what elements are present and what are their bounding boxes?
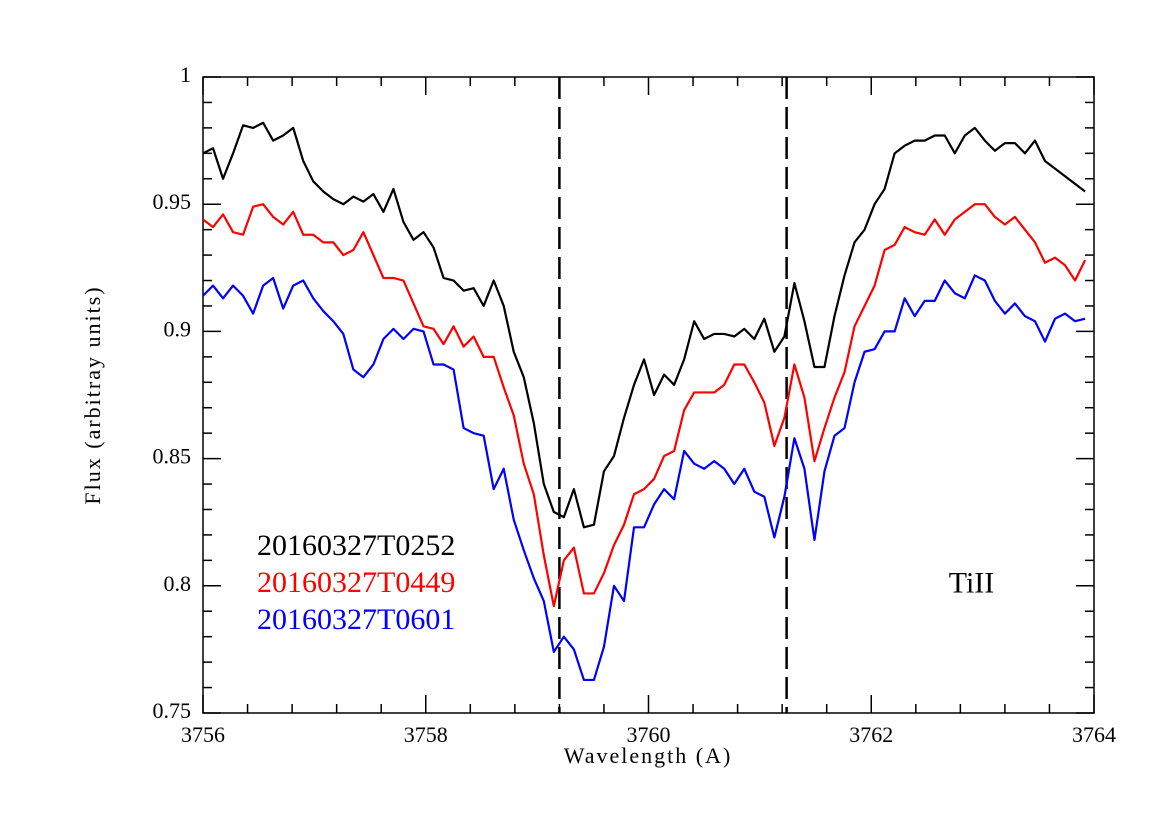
y-tick-label: 1 xyxy=(180,62,191,87)
legend-entry: 20160327T0601 xyxy=(257,603,455,636)
series-line xyxy=(202,203,1087,608)
plot-frame xyxy=(202,76,1095,714)
annotation: TiII xyxy=(949,567,995,600)
y-tick-label: 0.8 xyxy=(164,571,192,596)
series-line xyxy=(202,121,1086,529)
y-tick-label: 0.95 xyxy=(153,189,192,214)
x-axis-label: Wavelength (A) xyxy=(564,743,733,768)
y-tick-label: 0.9 xyxy=(164,316,192,341)
x-tick-label: 3758 xyxy=(404,722,448,747)
x-tick-label: 3760 xyxy=(627,722,671,747)
legend-entry: 20160327T0449 xyxy=(257,566,455,599)
x-tick-label: 3762 xyxy=(849,722,893,747)
x-tick-label: 3764 xyxy=(1072,722,1116,747)
y-axis-label: Flux (arbitray units) xyxy=(80,285,105,504)
y-tick-label: 0.85 xyxy=(153,444,192,469)
legend-entry: 20160327T0252 xyxy=(257,529,455,562)
series-line xyxy=(202,274,1086,682)
x-tick-label: 3756 xyxy=(181,722,225,747)
y-tick-label: 0.75 xyxy=(153,698,192,723)
